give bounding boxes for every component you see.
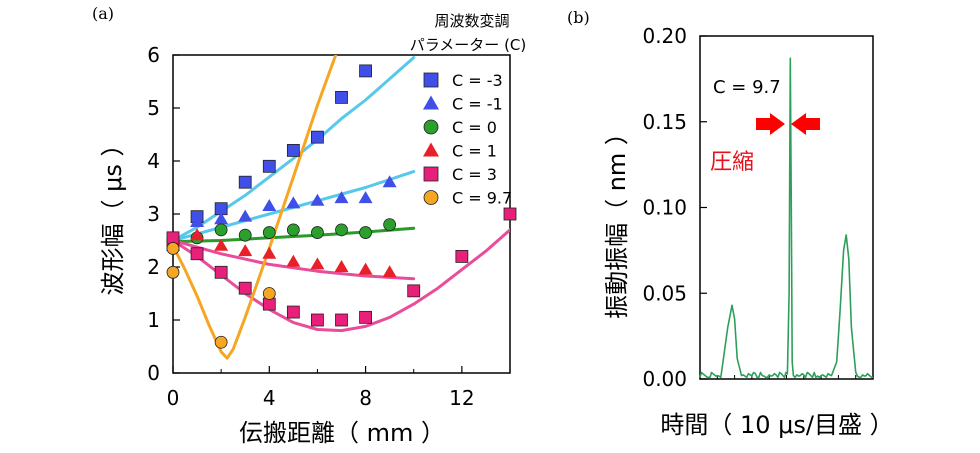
data-point <box>286 305 300 319</box>
legend-label: C = 0 <box>452 118 497 137</box>
y-tick-label: 5 <box>147 96 160 120</box>
data-point <box>311 313 324 327</box>
panel-b-xlabel: 時間（ 10 μs/目盛 ） <box>660 411 893 439</box>
y-tick-label: 1 <box>147 308 160 332</box>
fit-line-1 <box>173 239 416 281</box>
fit-line-3 <box>173 228 510 333</box>
legend-label: C = 3 <box>452 165 497 184</box>
data-point <box>382 175 397 188</box>
data-point <box>286 223 300 237</box>
data-point <box>286 254 301 267</box>
data-point <box>238 244 253 257</box>
x-tick-label: 8 <box>359 386 372 410</box>
legend-marker <box>423 190 439 205</box>
data-point <box>262 287 276 300</box>
legend-title-line-2: パラメーター (C) <box>410 36 527 54</box>
panel-a-ylabel: 波形幅（ μs ） <box>99 132 127 295</box>
data-point <box>238 175 252 189</box>
legend-marker <box>423 119 439 135</box>
data-point <box>214 238 229 251</box>
data-point <box>286 143 300 157</box>
data-point <box>310 193 325 206</box>
data-point <box>214 212 229 225</box>
data-point <box>166 265 180 279</box>
data-point <box>214 223 228 237</box>
data-point <box>311 226 324 239</box>
compression-arrow-left <box>791 113 820 135</box>
data-point <box>335 91 348 104</box>
y-tick-label: 0 <box>147 361 160 385</box>
data-point <box>262 246 277 259</box>
data-point <box>455 249 469 263</box>
legend-marker <box>423 95 439 110</box>
x-tick-label: 12 <box>449 386 474 410</box>
panel-a-xlabel: 伝搬距離（ mm ） <box>239 419 445 447</box>
data-point <box>359 226 372 239</box>
data-point <box>238 209 253 222</box>
data-point <box>286 196 301 209</box>
annotation-c-value: C = 9.7 <box>713 77 781 98</box>
y-tick-label: 0.00 <box>642 367 687 391</box>
legend-marker <box>423 72 439 88</box>
data-point <box>503 207 517 221</box>
data-point <box>190 247 204 261</box>
data-point <box>262 226 276 239</box>
data-point <box>335 313 348 327</box>
panel-a-label: (a) <box>92 4 114 23</box>
y-tick-label: 6 <box>147 43 160 67</box>
compression-arrow-right <box>756 113 785 135</box>
legend-label: C = -1 <box>452 95 503 114</box>
panel-b-signal <box>699 57 873 379</box>
legend-label: C = 9.7 <box>452 189 512 208</box>
panel-b-ylabel: 振動振幅（ nm ） <box>603 121 631 319</box>
y-tick-label: 0.15 <box>642 110 687 134</box>
y-tick-label: 4 <box>147 149 160 173</box>
data-point <box>311 130 324 144</box>
legend-marker <box>423 166 439 182</box>
data-point <box>359 64 372 78</box>
y-tick-label: 0.05 <box>642 281 687 305</box>
data-point <box>238 281 252 295</box>
data-point <box>166 242 180 255</box>
data-point <box>262 159 276 173</box>
y-tick-label: 2 <box>147 255 160 279</box>
panel-a-markers <box>166 64 517 349</box>
data-point <box>214 265 228 279</box>
fit-line-9.7 <box>173 55 338 360</box>
annotation-compression: 圧縮 <box>710 150 754 175</box>
fit-line--3 <box>173 56 416 242</box>
data-point <box>334 191 349 204</box>
panel-b-label: (b) <box>567 8 590 27</box>
y-tick-label: 0.10 <box>642 196 687 220</box>
y-tick-label: 3 <box>147 202 160 226</box>
legend-label: C = -3 <box>452 71 503 90</box>
data-point <box>310 257 325 270</box>
data-point <box>190 228 205 241</box>
x-tick-label: 4 <box>263 386 276 410</box>
x-tick-label: 0 <box>167 386 180 410</box>
legend-label: C = 1 <box>452 142 497 161</box>
data-point <box>358 262 373 275</box>
panel-a-legend: C = -3 C = -1 C = 0 C = 1 C = 3 C = 9.7 <box>423 71 512 208</box>
panel-a-fit-lines <box>173 55 510 360</box>
data-point <box>335 223 348 237</box>
data-point <box>190 214 205 227</box>
data-point <box>358 191 373 204</box>
fit-line-0 <box>173 226 416 244</box>
data-point <box>407 284 421 298</box>
data-point <box>334 260 349 272</box>
legend-title-line-1: 周波数変調 <box>434 12 509 30</box>
data-point <box>382 265 397 278</box>
data-point <box>214 335 228 349</box>
data-point <box>359 310 372 324</box>
data-point <box>238 228 252 242</box>
legend-marker <box>423 142 439 157</box>
data-point <box>383 218 397 232</box>
panel-b-ticks: 0.00 0.05 0.10 0.15 0.20 <box>642 24 857 391</box>
signal-trace <box>699 57 873 379</box>
y-tick-label: 0.20 <box>642 24 687 48</box>
data-point <box>262 199 277 212</box>
